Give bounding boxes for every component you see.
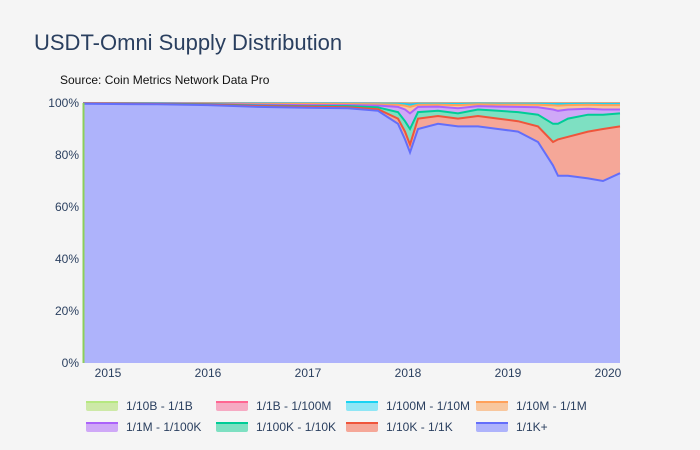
legend-item[interactable]: 1/10B - 1/1B — [86, 398, 216, 414]
chart-title: USDT-Omni Supply Distribution — [34, 30, 343, 55]
legend-swatch — [476, 401, 508, 411]
legend-item[interactable]: 1/1K+ — [476, 419, 606, 435]
legend-label: 1/10B - 1/1B — [126, 399, 193, 413]
x-axis: 2015 2016 2017 2018 2019 2020 — [95, 366, 622, 380]
legend-item[interactable]: 1/100M - 1/10M — [346, 398, 476, 414]
x-tick-label: 2019 — [495, 366, 522, 380]
legend-label: 1/1B - 1/100M — [256, 399, 332, 413]
y-tick-label: 80% — [55, 148, 79, 162]
chart-subtitle: Source: Coin Metrics Network Data Pro — [60, 73, 270, 87]
y-tick-label: 40% — [55, 252, 79, 266]
legend-item[interactable]: 1/10M - 1/1M — [476, 398, 606, 414]
legend-label: 1/100K - 1/10K — [256, 420, 337, 434]
legend: 1/10B - 1/1B 1/1B - 1/100M 1/100M - 1/10M 1… — [86, 398, 686, 435]
legend-swatch — [346, 422, 378, 432]
legend-label: 1/1M - 1/100K — [126, 420, 202, 434]
x-tick-label: 2016 — [195, 366, 222, 380]
legend-label: 1/1K+ — [516, 420, 548, 434]
x-tick-label: 2018 — [395, 366, 422, 380]
plot-areas — [82, 102, 621, 364]
legend-label: 1/100M - 1/10M — [386, 399, 471, 413]
x-tick-label: 2015 — [95, 366, 122, 380]
line-1-1k- — [82, 102, 621, 183]
legend-label: 1/10K - 1/1K — [386, 420, 453, 434]
legend-swatch — [476, 422, 508, 432]
area-1-100k-1-10k — [83, 103, 620, 145]
legend-item[interactable]: 1/100K - 1/10K — [216, 419, 346, 435]
legend-swatch — [86, 401, 118, 411]
y-tick-label: 100% — [48, 96, 79, 110]
legend-swatch — [346, 401, 378, 411]
legend-swatch — [216, 422, 248, 432]
area-1-10k-1-1k — [83, 103, 620, 181]
x-tick-label: 2020 — [595, 366, 622, 380]
x-tick-label: 2017 — [295, 366, 322, 380]
y-tick-label: 60% — [55, 200, 79, 214]
legend-item[interactable]: 1/1M - 1/100K — [86, 419, 216, 435]
legend-item[interactable]: 1/10K - 1/1K — [346, 419, 476, 435]
y-axis: 0% 20% 40% 60% 80% 100% — [48, 96, 79, 370]
legend-item[interactable]: 1/1B - 1/100M — [216, 398, 346, 414]
legend-swatch — [86, 422, 118, 432]
legend-swatch — [216, 401, 248, 411]
y-tick-label: 0% — [62, 356, 80, 370]
y-tick-label: 20% — [55, 304, 79, 318]
area-1-1k- — [83, 103, 620, 364]
legend-label: 1/10M - 1/1M — [516, 399, 587, 413]
